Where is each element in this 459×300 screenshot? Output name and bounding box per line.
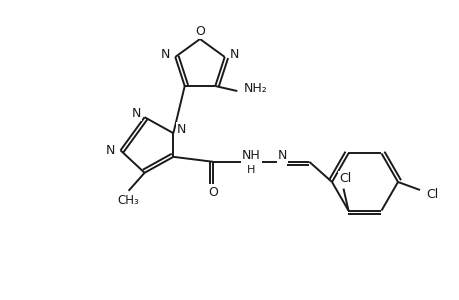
- Text: Cl: Cl: [425, 188, 437, 202]
- Text: NH: NH: [241, 149, 260, 162]
- Text: O: O: [195, 25, 205, 38]
- Text: H: H: [246, 165, 255, 175]
- Text: NH₂: NH₂: [243, 82, 267, 94]
- Text: O: O: [208, 186, 218, 199]
- Text: N: N: [230, 49, 239, 62]
- Text: N: N: [132, 107, 141, 120]
- Text: N: N: [176, 123, 185, 136]
- Text: N: N: [106, 144, 115, 157]
- Text: N: N: [160, 49, 169, 62]
- Text: Cl: Cl: [339, 172, 351, 185]
- Text: CH₃: CH₃: [118, 194, 139, 207]
- Text: N: N: [277, 149, 286, 162]
